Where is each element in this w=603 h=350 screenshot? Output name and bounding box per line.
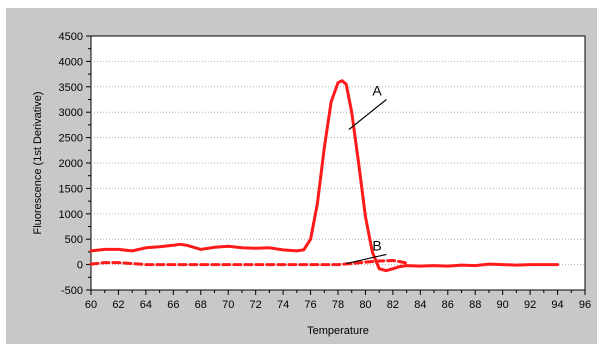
annotation-label: B: [372, 237, 381, 253]
x-tick-label: 96: [579, 299, 591, 311]
y-tick-label: 0: [77, 260, 83, 272]
y-tick-label: 3500: [59, 82, 83, 94]
x-tick-label: 82: [387, 299, 399, 311]
x-tick-label: 86: [442, 299, 454, 311]
x-tick-label: 64: [140, 299, 152, 311]
x-tick-label: 70: [222, 299, 234, 311]
x-tick-label: 62: [112, 299, 124, 311]
x-tick-label: 78: [332, 299, 344, 311]
grid: [91, 60, 585, 266]
x-tick-label: 60: [85, 299, 97, 311]
x-tick-label: 92: [524, 299, 536, 311]
y-tick-label: 2500: [59, 133, 83, 145]
y-tick-label: 4000: [59, 56, 83, 68]
y-tick-label: 1000: [59, 209, 83, 221]
y-tick-label: 1500: [59, 183, 83, 195]
annotation-pointer: [348, 99, 387, 130]
ticks: -500 0 500 1000 1500 2000 2500 3000 3500 4000 4500…: [59, 31, 592, 311]
y-tick-label: 3000: [59, 107, 83, 119]
x-tick-label: 80: [359, 299, 371, 311]
x-axis-title: Temperature: [307, 325, 369, 337]
x-tick-label: 76: [304, 299, 316, 311]
annotation-pointer: [346, 253, 387, 265]
series-layer: [89, 79, 560, 273]
x-tick-label: 84: [414, 299, 426, 311]
y-tick-label: -500: [61, 285, 83, 297]
y-tick-label: 500: [65, 234, 83, 246]
x-tick-label: 74: [277, 299, 289, 311]
x-tick-label: 72: [250, 299, 262, 311]
annotation-label: A: [372, 83, 382, 99]
x-tick-label: 90: [497, 299, 509, 311]
x-tick-label: 66: [167, 299, 179, 311]
y-tick-label: 2000: [59, 158, 83, 170]
x-tick-label: 94: [551, 299, 563, 311]
series-line-solid: [89, 79, 560, 273]
y-axis-title: Fluorescence (1st Derivative): [32, 91, 44, 234]
x-tick-label: 88: [469, 299, 481, 311]
y-tick-label: 4500: [59, 31, 83, 43]
series-line-dashed: [89, 259, 409, 267]
annotations: AB: [346, 83, 387, 265]
x-tick-label: 68: [195, 299, 207, 311]
